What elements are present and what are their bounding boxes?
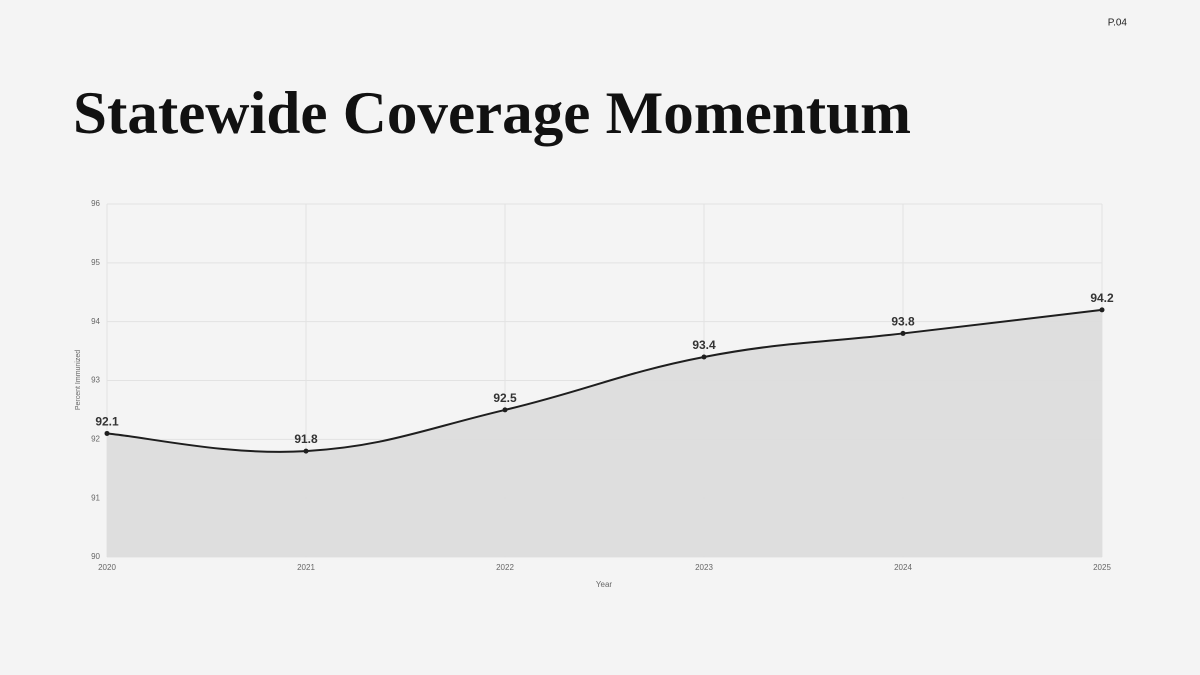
x-tick-label: 2021 [297,563,315,572]
area [107,309,1102,557]
data-label: 92.5 [493,391,517,405]
x-axis-label: Year [596,580,613,589]
point [104,430,110,436]
x-tick-label: 2025 [1093,563,1111,572]
line [106,308,1103,453]
y-tick-label: 95 [91,258,100,267]
data-label: 94.2 [1090,291,1114,305]
data-label: 93.4 [692,338,716,352]
x-tick-label: 2022 [496,563,514,572]
y-tick-label: 96 [91,199,100,208]
point [701,354,707,360]
point [1099,307,1105,313]
x-tick-label: 2020 [98,563,116,572]
slide-title: Statewide Coverage Momentum [73,80,911,146]
data-label: 93.8 [891,314,915,328]
point [303,448,309,454]
point [502,407,508,413]
x-tick-label: 2024 [894,563,912,572]
y-tick-label: 90 [91,552,100,561]
y-tick-label: 94 [91,317,100,326]
y-tick-label: 91 [91,493,100,502]
y-axis-label: Percent Immunized [75,350,82,410]
point [900,330,906,336]
data-label: 92.1 [95,414,119,428]
y-tick-label: 92 [91,434,100,443]
y-tick-label: 93 [91,376,100,385]
page-label: P.04 [1108,18,1128,29]
x-tick-label: 2023 [695,563,713,572]
data-label: 91.8 [294,432,318,446]
